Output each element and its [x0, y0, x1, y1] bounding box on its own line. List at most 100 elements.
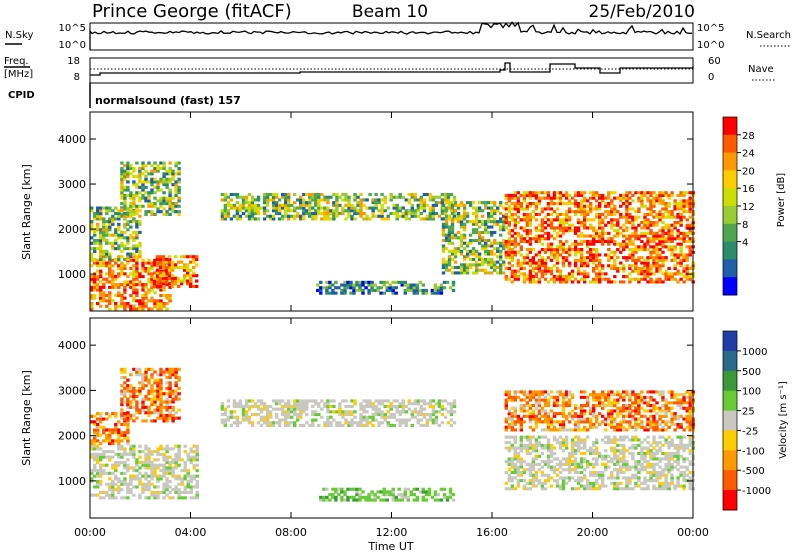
echo-cell	[284, 413, 288, 417]
echo-cell	[386, 399, 390, 403]
echo-cell	[287, 206, 291, 210]
echo-cell	[561, 193, 566, 197]
echo-cell	[370, 498, 374, 502]
echo-cell	[403, 291, 407, 295]
echo-cell	[418, 490, 422, 494]
echo-cell	[168, 463, 172, 467]
echo-cell	[513, 428, 517, 432]
echo-cell	[338, 195, 342, 199]
echo-cell	[162, 471, 166, 475]
echo-cell	[462, 271, 467, 275]
echo-cell	[401, 206, 405, 210]
echo-cell	[406, 288, 410, 292]
echo-cell	[102, 490, 106, 494]
echo-cell	[431, 206, 436, 210]
echo-cell	[281, 404, 285, 408]
echo-cell	[537, 404, 542, 408]
echo-cell	[658, 390, 662, 394]
echo-cell	[685, 414, 689, 418]
echo-cell	[344, 410, 348, 414]
echo-cell	[583, 269, 587, 273]
echo-cell	[528, 404, 533, 408]
echo-cell	[682, 395, 686, 399]
echo-cell	[96, 285, 100, 289]
echo-cell	[129, 255, 133, 259]
echo-cell	[265, 404, 270, 408]
echo-cell	[96, 209, 100, 213]
echo-cell	[415, 286, 419, 290]
echo-cell	[340, 288, 344, 292]
echo-cell	[595, 420, 599, 424]
echo-cell	[161, 263, 166, 267]
echo-cell	[386, 421, 390, 425]
echo-cell	[531, 193, 536, 197]
echo-cell	[189, 496, 193, 500]
echo-cell	[628, 412, 632, 416]
echo-cell	[238, 209, 243, 213]
echo-cell	[250, 421, 255, 425]
echo-cell	[299, 217, 303, 221]
echo-cell	[493, 203, 497, 207]
echo-cell	[186, 263, 190, 267]
echo-cell	[123, 304, 127, 308]
echo-cell	[355, 487, 359, 491]
echo-cell	[646, 269, 650, 273]
echo-cell	[244, 198, 249, 202]
echo-cell	[504, 226, 508, 230]
echo-cell	[395, 399, 399, 403]
echo-cell	[162, 469, 166, 473]
echo-cell	[601, 226, 605, 230]
echo-cell	[153, 463, 157, 467]
echo-cell	[165, 392, 169, 396]
echo-cell	[135, 247, 139, 251]
echo-cell	[147, 193, 151, 197]
echo-cell	[595, 258, 599, 262]
echo-cell	[625, 390, 629, 394]
echo-cell	[147, 463, 151, 467]
echo-cell	[302, 203, 306, 207]
echo-cell	[658, 215, 662, 219]
echo-cell	[156, 307, 160, 311]
echo-cell	[99, 420, 103, 424]
echo-cell	[159, 405, 163, 409]
echo-cell	[412, 291, 416, 295]
echo-cell	[108, 222, 112, 226]
echo-cell	[168, 386, 172, 390]
echo-cell	[474, 206, 479, 210]
echo-cell	[232, 206, 237, 210]
echo-cell	[135, 255, 139, 259]
echo-cell	[661, 404, 665, 408]
echo-cell	[93, 428, 97, 432]
colorbar-swatch	[723, 188, 737, 207]
echo-cell	[409, 493, 413, 497]
echo-cell	[525, 401, 530, 405]
echo-cell	[355, 280, 359, 284]
echo-cell	[174, 397, 178, 401]
echo-cell	[120, 177, 124, 181]
echo-cell	[337, 493, 341, 497]
echo-cell	[607, 191, 611, 195]
echo-cell	[604, 239, 608, 243]
echo-cell	[513, 202, 517, 206]
echo-cell	[477, 255, 482, 259]
echo-cell	[120, 230, 124, 234]
echo-cell	[117, 283, 121, 287]
echo-cell	[510, 460, 514, 464]
echo-cell	[434, 201, 439, 205]
echo-cell	[377, 209, 381, 213]
echo-cell	[341, 212, 345, 216]
echo-cell	[428, 413, 433, 417]
echo-cell	[688, 253, 692, 257]
echo-cell	[631, 264, 635, 268]
echo-cell	[673, 207, 677, 211]
echo-cell	[164, 257, 169, 261]
echo-cell	[510, 218, 514, 222]
echo-cell	[347, 410, 351, 414]
echo-cell	[325, 498, 329, 502]
echo-cell	[256, 209, 261, 213]
echo-cell	[640, 221, 644, 225]
echo-cell	[667, 409, 671, 413]
echo-cell	[504, 390, 508, 394]
echo-cell	[290, 410, 294, 414]
echo-cell	[386, 206, 390, 210]
